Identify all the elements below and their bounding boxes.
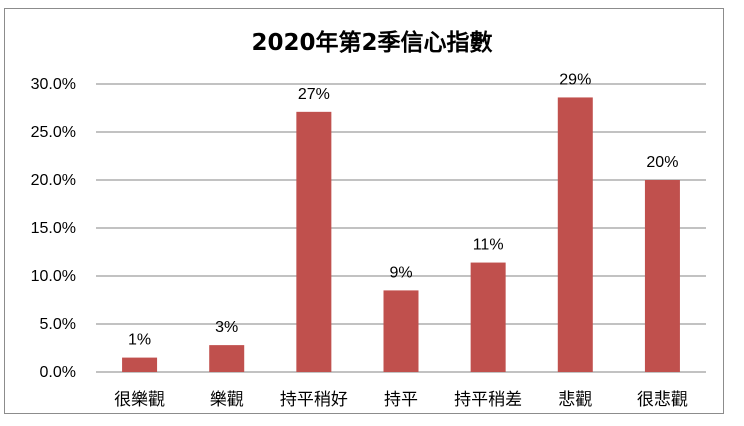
data-label: 3% xyxy=(215,319,238,336)
data-label: 1% xyxy=(128,332,151,349)
bar xyxy=(470,262,506,372)
data-label: 27% xyxy=(298,86,330,103)
data-label: 11% xyxy=(473,237,504,254)
bar xyxy=(557,97,593,372)
chart-frame xyxy=(4,8,724,414)
data-label: 9% xyxy=(389,264,412,281)
bar xyxy=(122,357,158,372)
x-category-label: 樂觀 xyxy=(210,390,244,410)
data-label: 29% xyxy=(559,71,591,88)
x-category-label: 持平 xyxy=(384,390,418,410)
x-category-label: 持平稍好 xyxy=(280,390,348,410)
y-tick-label: 0.0% xyxy=(40,364,76,381)
x-category-label: 很樂觀 xyxy=(114,390,165,410)
data-labels: 1% 3% 27% 9% 11% 29% 20% xyxy=(128,71,678,348)
x-category-label: 悲觀 xyxy=(558,390,592,410)
bars xyxy=(122,97,680,372)
y-tick-label: 20.0% xyxy=(31,172,76,189)
y-tick-label: 5.0% xyxy=(40,316,76,333)
x-axis-categories: 很樂觀 樂觀 持平稍好 持平 持平稍差 悲觀 很悲觀 xyxy=(114,390,688,410)
x-category-label: 很悲觀 xyxy=(637,390,688,410)
y-tick-label: 10.0% xyxy=(31,268,76,285)
y-tick-label: 30.0% xyxy=(31,76,76,93)
y-tick-label: 15.0% xyxy=(31,220,76,237)
bar xyxy=(209,345,245,372)
data-label: 20% xyxy=(646,154,678,171)
bar xyxy=(644,180,680,372)
gridlines xyxy=(96,83,706,373)
x-category-label: 持平稍差 xyxy=(454,390,522,410)
y-axis-ticks: 0.0% 5.0% 10.0% 15.0% 20.0% 25.0% 30.0% xyxy=(31,76,76,381)
bar xyxy=(383,290,419,372)
chart-title: 2020年第2季信心指數 xyxy=(251,29,492,56)
bar xyxy=(296,111,332,372)
y-tick-label: 25.0% xyxy=(31,124,76,141)
